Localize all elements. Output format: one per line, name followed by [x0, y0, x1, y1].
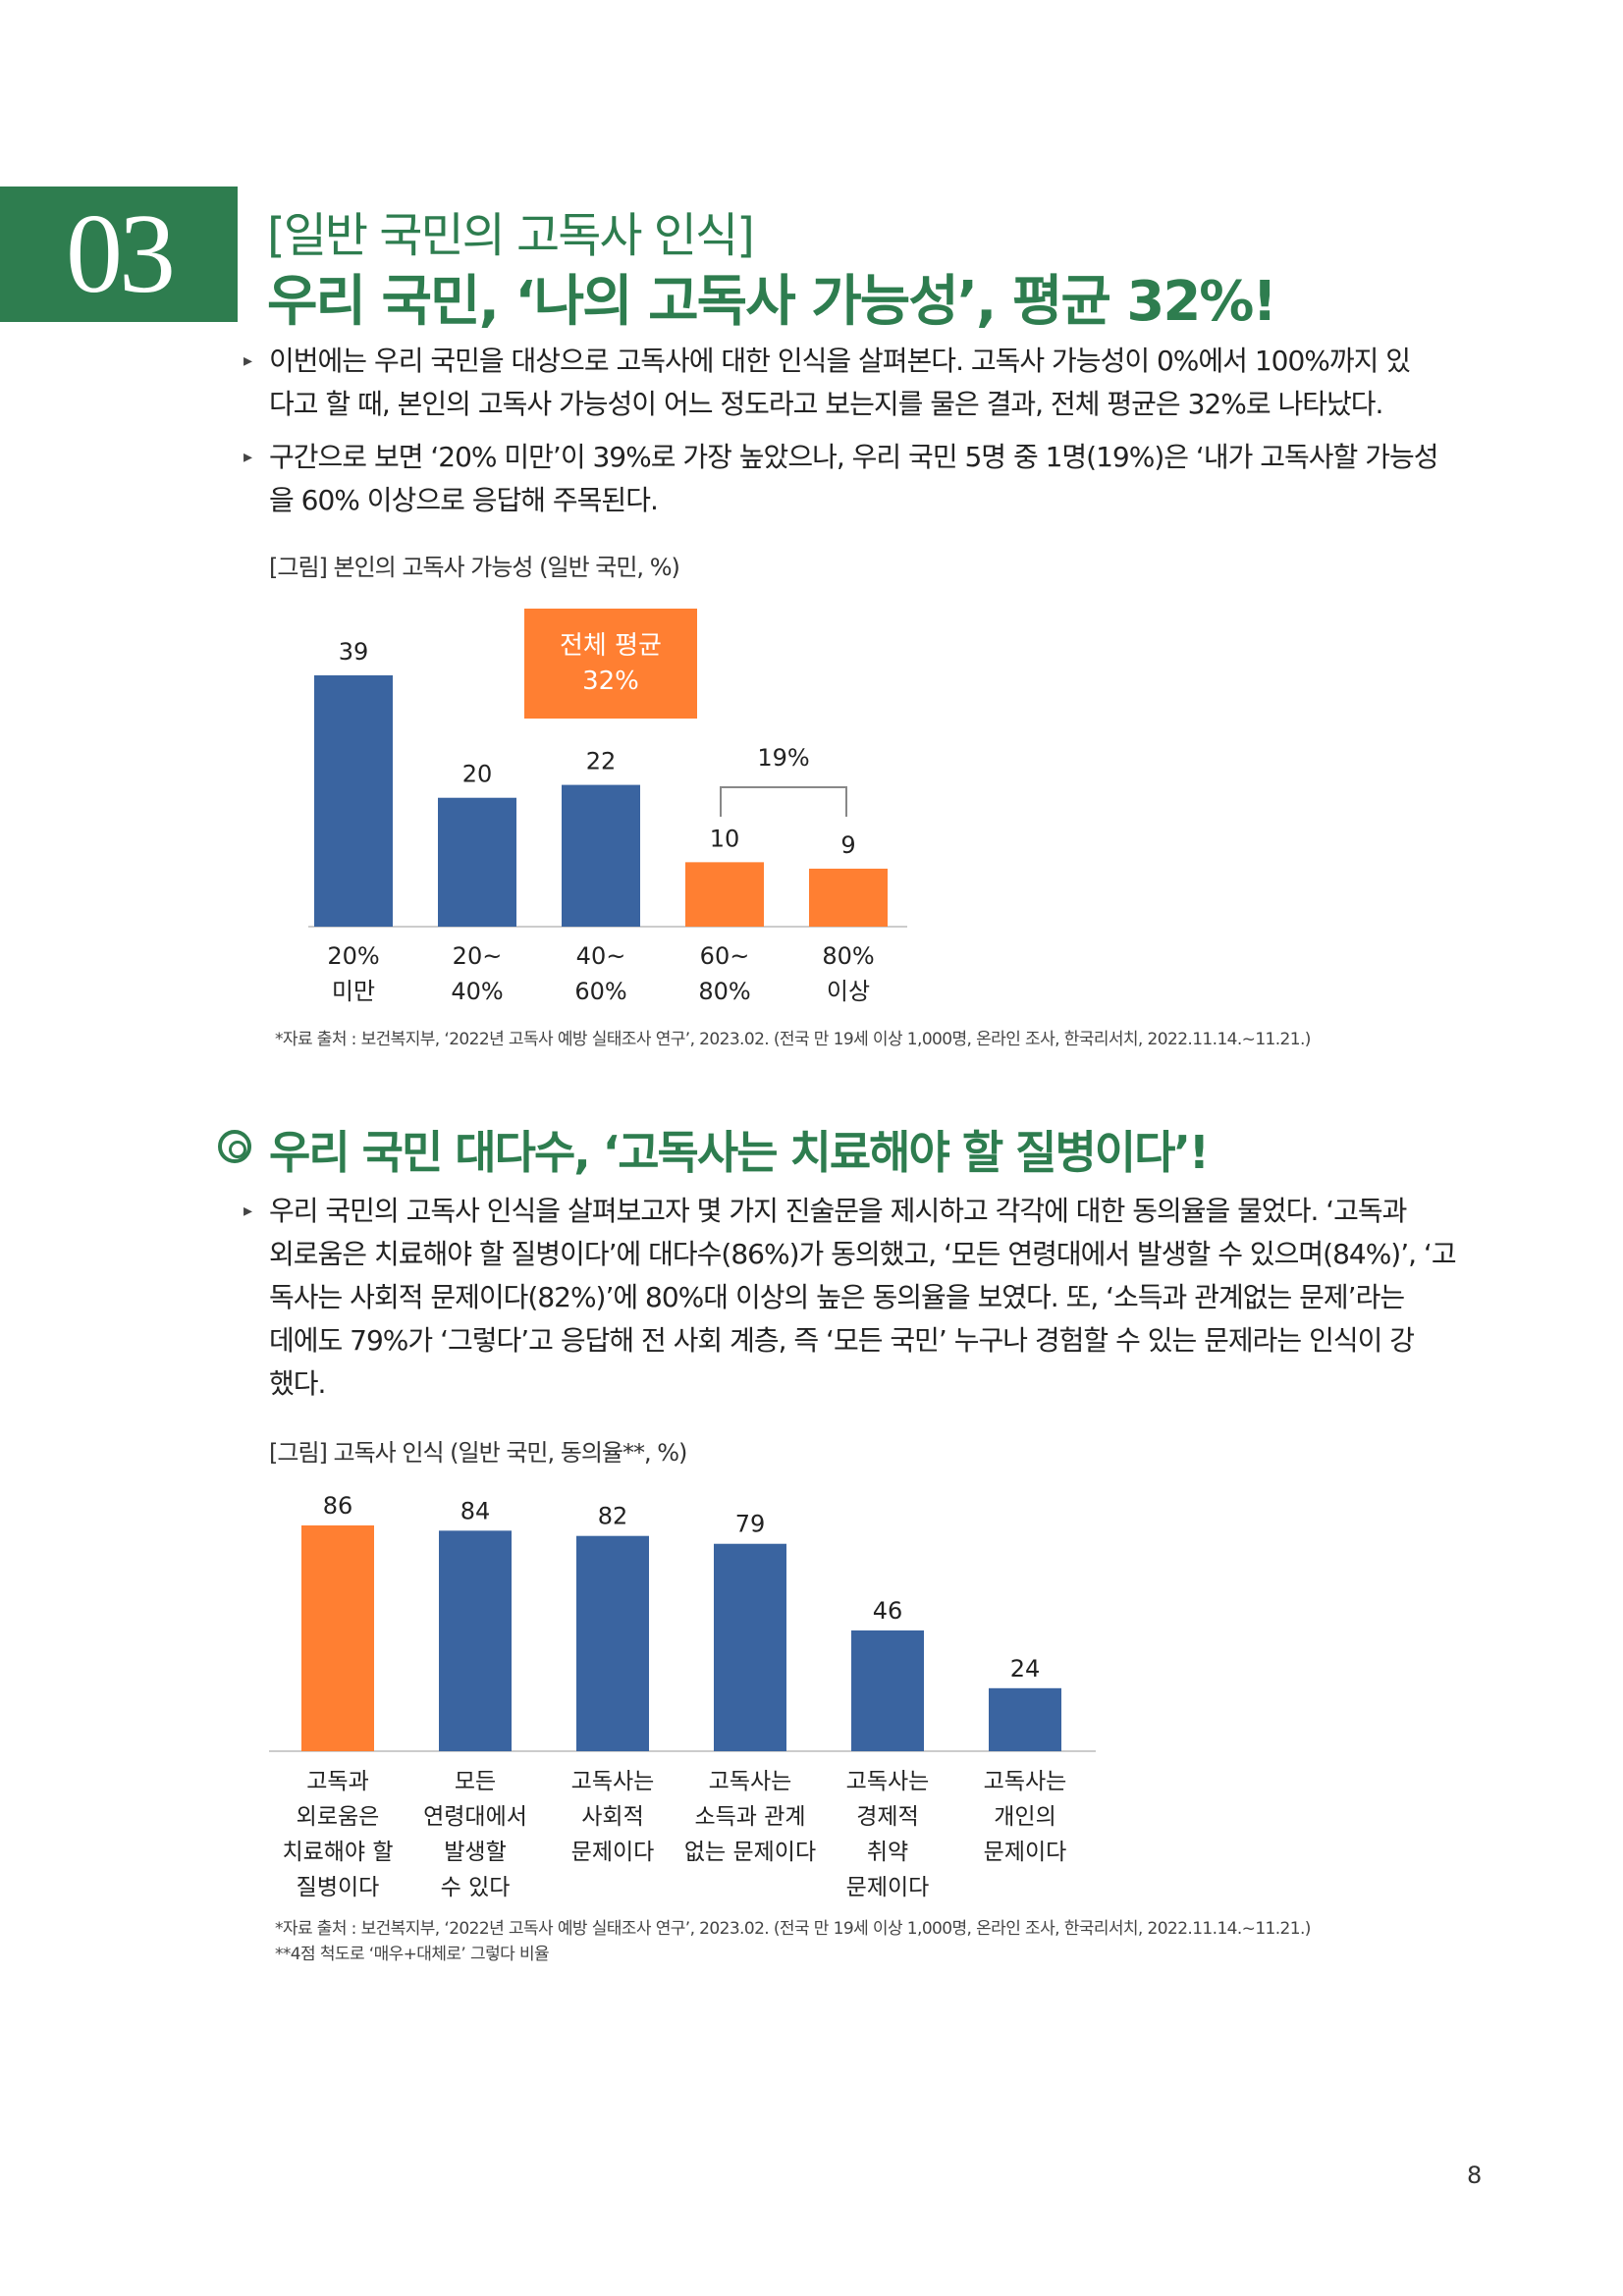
category-label: 발생할 [444, 1840, 506, 1865]
category-label: 외로움은 [297, 1804, 380, 1830]
category-label: 수 있다 [441, 1875, 511, 1900]
category-label: 연령대에서 [423, 1804, 527, 1830]
category-label: 질병이다 [297, 1875, 380, 1900]
bullet-arrow-icon: ▸ [243, 350, 252, 371]
category-label: 고독사는 [709, 1769, 792, 1794]
category-label: 사회적 [581, 1804, 643, 1830]
bar [438, 797, 516, 927]
average-box-line1: 전체 평균 [560, 631, 662, 661]
intro-bullet-1: ▸ 이번에는 우리 국민을 대상으로 고독사에 대한 인식을 살펴본다. 고독사… [243, 340, 1487, 426]
bullet-text: 구간으로 보면 ‘20% 미만’이 39%로 가장 높았으나, 우리 국민 5명… [269, 441, 1438, 516]
category-label: 60% [574, 978, 626, 1005]
bar-value-label: 20 [462, 761, 493, 788]
category-label: 미만 [332, 978, 375, 1005]
figure2-source2: **4점 척도로 ‘매우+대체로’ 그렇다 비율 [275, 1945, 550, 1964]
bar-value-label: 10 [710, 825, 740, 852]
bullet-text: 우리 국민의 고독사 인식을 살펴보고자 몇 가지 진술문을 제시하고 각각에 … [269, 1195, 1457, 1400]
category-label: 소득과 관계 [694, 1804, 805, 1830]
figure1-caption: [그림] 본인의 고독사 가능성 (일반 국민, %) [269, 554, 680, 581]
section2-heading: 우리 국민 대다수, ‘고독사는 치료해야 할 질병이다’! [269, 1126, 1210, 1179]
category-label: 60~ [700, 942, 750, 970]
figure2-source1: *자료 출처 : 보건복지부, ‘2022년 고독사 예방 실태조사 연구’, … [275, 1919, 1311, 1939]
bar-value-label: 39 [339, 638, 369, 666]
bar-value-label: 24 [1010, 1655, 1041, 1682]
section-number: 03 [66, 191, 176, 317]
double-circle-icon [218, 1130, 251, 1163]
bar [714, 1543, 786, 1751]
section-number-badge [0, 187, 238, 322]
category-label: 없는 문제이다 [684, 1840, 816, 1865]
figure1-source: *자료 출처 : 보건복지부, ‘2022년 고독사 예방 실태조사 연구’, … [275, 1030, 1311, 1049]
category-label: 고독사는 [984, 1769, 1067, 1794]
bracket-line [720, 786, 847, 817]
category-label: 40% [451, 978, 503, 1005]
category-label: 치료해야 할 [282, 1840, 393, 1865]
bracket-label: 19% [757, 744, 809, 772]
bar-value-label: 46 [873, 1597, 903, 1625]
bar [576, 1535, 649, 1751]
bar [809, 868, 888, 927]
average-box [524, 609, 697, 719]
average-box-line2: 32% [582, 667, 639, 696]
bar-value-label: 82 [598, 1503, 628, 1530]
category-label: 20% [327, 942, 379, 970]
bar-value-label: 22 [586, 748, 617, 775]
bar-value-label: 84 [460, 1497, 491, 1524]
bar-value-label: 86 [323, 1492, 353, 1520]
section-subtitle: [일반 국민의 고독사 인식] [267, 208, 755, 263]
bar-value-label: 79 [735, 1511, 766, 1538]
bar [851, 1629, 924, 1751]
category-label: 문제이다 [984, 1840, 1067, 1865]
bar [989, 1687, 1061, 1751]
section-title: 우리 국민, ‘나의 고독사 가능성’, 평균 32%! [267, 270, 1277, 334]
category-label: 문제이다 [846, 1875, 930, 1900]
bar [685, 862, 764, 927]
category-label: 40~ [576, 942, 626, 970]
bar [439, 1530, 512, 1751]
category-label: 문제이다 [571, 1840, 655, 1865]
figure1-chart: 전체 평균 32% 19% 39 20% 미만 20 20~ 40% 22 40~ 60% 10 6… [308, 609, 907, 1005]
section2-bullet: ▸ 우리 국민의 고독사 인식을 살펴보고자 몇 가지 진술문을 제시하고 각각… [243, 1190, 1487, 1406]
category-label: 고독사는 [571, 1769, 655, 1794]
bar [562, 784, 640, 927]
bullet-arrow-icon: ▸ [243, 447, 252, 467]
bullet-text: 이번에는 우리 국민을 대상으로 고독사에 대한 인식을 살펴본다. 고독사 가… [269, 345, 1411, 420]
category-label: 취약 [867, 1840, 908, 1865]
bar [301, 1525, 374, 1751]
category-label: 경제적 [856, 1804, 918, 1830]
category-label: 모든 [455, 1769, 496, 1794]
category-label: 고독사는 [846, 1769, 930, 1794]
page-number: 8 [1467, 2162, 1483, 2189]
category-label: 20~ [453, 942, 503, 970]
category-label: 고독과 [306, 1769, 368, 1794]
category-label: 이상 [827, 978, 870, 1005]
category-label: 80% [822, 942, 874, 970]
bullet-arrow-icon: ▸ [243, 1201, 252, 1221]
bar-value-label: 9 [840, 831, 855, 859]
intro-bullet-2: ▸ 구간으로 보면 ‘20% 미만’이 39%로 가장 높았으나, 우리 국민 … [243, 436, 1487, 522]
figure2-caption: [그림] 고독사 인식 (일반 국민, 동의율**, %) [269, 1439, 687, 1467]
category-label: 80% [698, 978, 750, 1005]
category-label: 개인의 [994, 1804, 1055, 1830]
bar [314, 675, 393, 927]
